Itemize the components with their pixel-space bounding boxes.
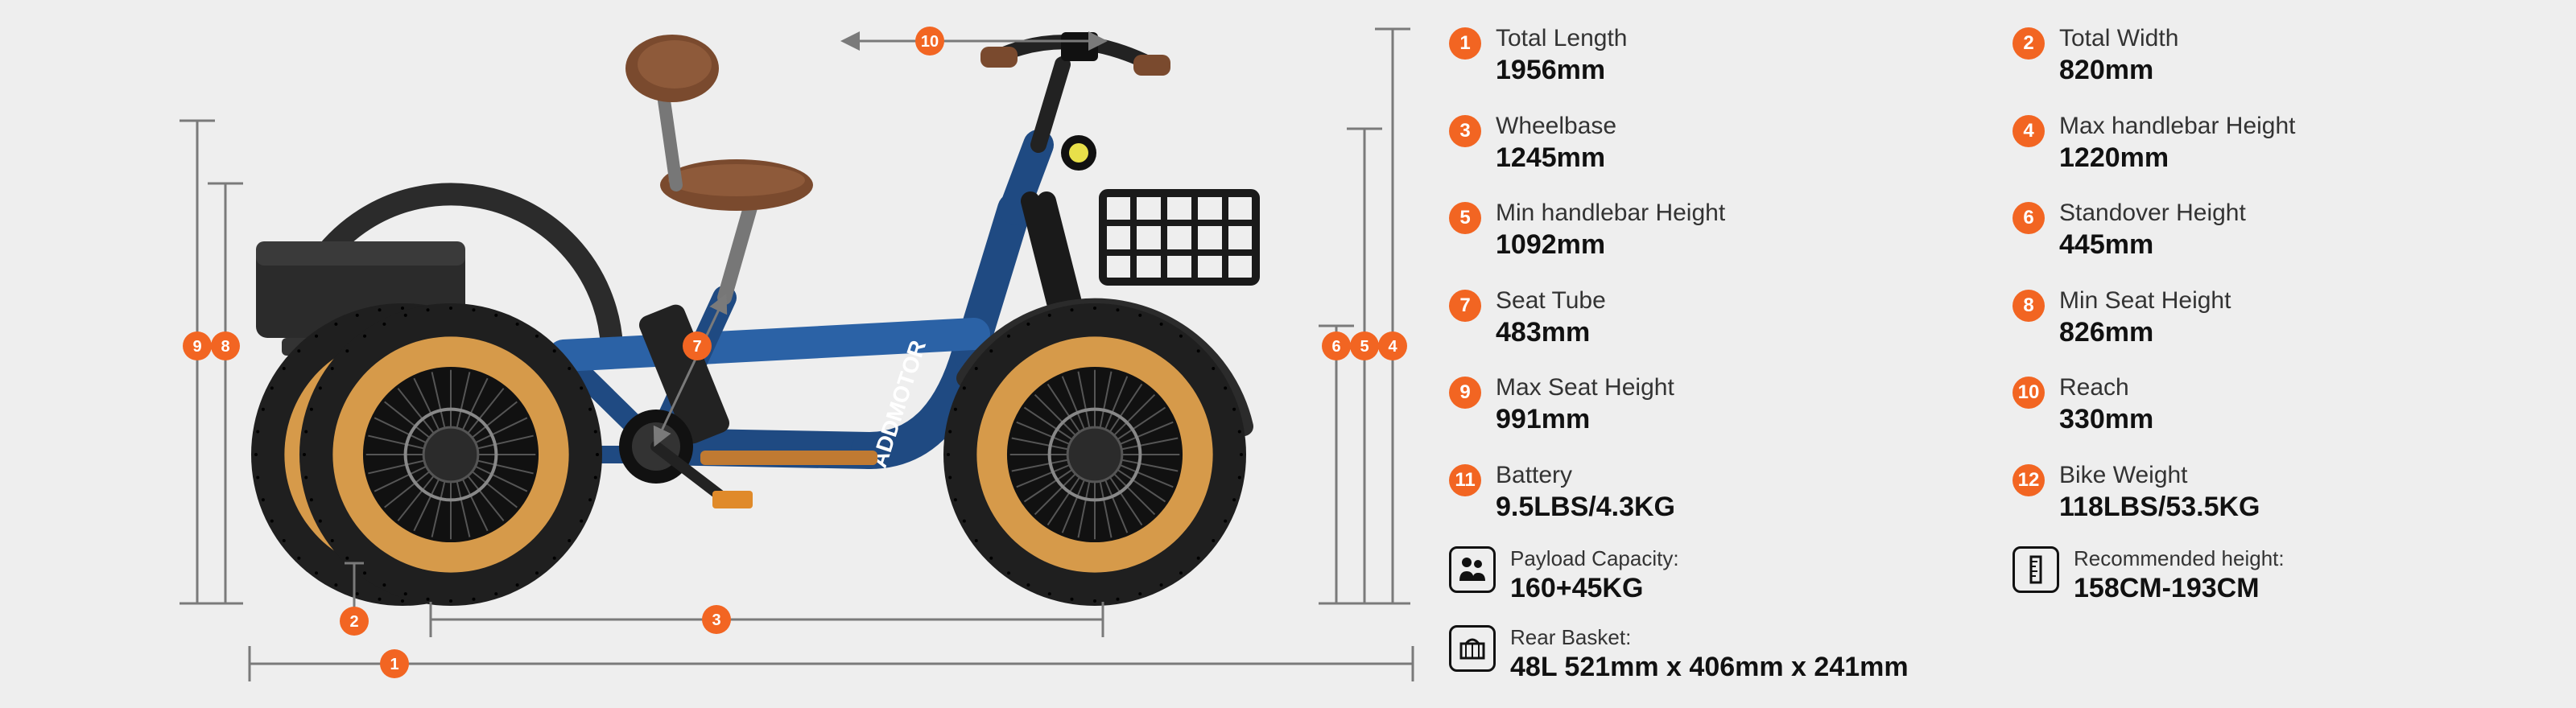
spec-item: 2 Total Width820mm xyxy=(2013,24,2544,88)
spec-item: 8 Min Seat Height826mm xyxy=(2013,286,2544,350)
spec-label: Total Width xyxy=(2059,24,2178,53)
spec-item: 4 Max handlebar Height1220mm xyxy=(2013,112,2544,175)
spec-item: 7 Seat Tube483mm xyxy=(1449,286,1980,350)
spec-item: 3 Wheelbase1245mm xyxy=(1449,112,1980,175)
svg-text:7: 7 xyxy=(692,338,701,356)
spec-label: Battery xyxy=(1496,461,1675,490)
spec-label: Reach xyxy=(2059,373,2153,402)
svg-text:3: 3 xyxy=(712,611,720,629)
ruler-icon xyxy=(2013,546,2059,593)
svg-text:4: 4 xyxy=(1388,338,1397,356)
meta-label: Recommended height: xyxy=(2074,546,2285,571)
spec-item: 12 Bike Weight118LBS/53.5KG xyxy=(2013,461,2544,525)
spec-number-badge: 10 xyxy=(2013,377,2045,409)
spec-item: 6 Standover Height445mm xyxy=(2013,199,2544,262)
spec-number-badge: 11 xyxy=(1449,464,1481,496)
spec-value: 820mm xyxy=(2059,53,2178,88)
spec-number-badge: 6 xyxy=(2013,202,2045,234)
spec-label: Min Seat Height xyxy=(2059,286,2231,315)
spec-item: 10 Reach330mm xyxy=(2013,373,2544,437)
spec-value: 1220mm xyxy=(2059,141,2296,175)
meta-basket: Rear Basket: 48L 521mm x 406mm x 241mm xyxy=(1449,625,2544,685)
meta-payload: Payload Capacity: 160+45KG xyxy=(1449,546,1980,606)
dimension-diagram: ADDMOTOR12345678910 xyxy=(0,0,1433,708)
spec-number-badge: 5 xyxy=(1449,202,1481,234)
spec-label: Min handlebar Height xyxy=(1496,199,1725,228)
spec-number-badge: 8 xyxy=(2013,290,2045,322)
spec-value: 9.5LBS/4.3KG xyxy=(1496,490,1675,525)
spec-item: 11 Battery9.5LBS/4.3KG xyxy=(1449,461,1980,525)
spec-value: 445mm xyxy=(2059,228,2246,262)
svg-text:2: 2 xyxy=(349,613,358,631)
meta-value: 158CM-193CM xyxy=(2074,571,2285,606)
spec-value: 1245mm xyxy=(1496,141,1616,175)
spec-value: 826mm xyxy=(2059,315,2231,350)
spec-label: Wheelbase xyxy=(1496,112,1616,141)
spec-number-badge: 4 xyxy=(2013,115,2045,147)
spec-item: 9 Max Seat Height991mm xyxy=(1449,373,1980,437)
spec-item: 1 Total Length1956mm xyxy=(1449,24,1980,88)
spec-number-badge: 3 xyxy=(1449,115,1481,147)
meta-value: 160+45KG xyxy=(1510,571,1679,606)
svg-text:1: 1 xyxy=(390,656,398,673)
spec-label: Max handlebar Height xyxy=(2059,112,2296,141)
svg-text:5: 5 xyxy=(1360,338,1368,356)
svg-text:10: 10 xyxy=(921,33,939,51)
svg-text:9: 9 xyxy=(192,338,201,356)
meta-value: 48L 521mm x 406mm x 241mm xyxy=(1510,650,1909,685)
spec-label: Standover Height xyxy=(2059,199,2246,228)
spec-number-badge: 2 xyxy=(2013,27,2045,60)
spec-value: 991mm xyxy=(1496,402,1674,437)
basket-icon xyxy=(1449,625,1496,672)
svg-text:8: 8 xyxy=(221,338,229,356)
svg-text:6: 6 xyxy=(1331,338,1340,356)
spec-value: 1092mm xyxy=(1496,228,1725,262)
spec-number-badge: 9 xyxy=(1449,377,1481,409)
spec-value: 1956mm xyxy=(1496,53,1627,88)
meta-label: Payload Capacity: xyxy=(1510,546,1679,571)
spec-label: Seat Tube xyxy=(1496,286,1606,315)
spec-value: 483mm xyxy=(1496,315,1606,350)
spec-panel: 1 Total Length1956mm 2 Total Width820mm 3 Whe… xyxy=(1433,0,2576,708)
spec-label: Bike Weight xyxy=(2059,461,2260,490)
spec-item: 5 Min handlebar Height1092mm xyxy=(1449,199,1980,262)
spec-label: Total Length xyxy=(1496,24,1627,53)
people-icon xyxy=(1449,546,1496,593)
spec-number-badge: 1 xyxy=(1449,27,1481,60)
spec-number-badge: 12 xyxy=(2013,464,2045,496)
spec-number-badge: 7 xyxy=(1449,290,1481,322)
spec-value: 330mm xyxy=(2059,402,2153,437)
spec-value: 118LBS/53.5KG xyxy=(2059,490,2260,525)
meta-label: Rear Basket: xyxy=(1510,625,1909,650)
spec-label: Max Seat Height xyxy=(1496,373,1674,402)
meta-height: Recommended height: 158CM-193CM xyxy=(2013,546,2544,606)
